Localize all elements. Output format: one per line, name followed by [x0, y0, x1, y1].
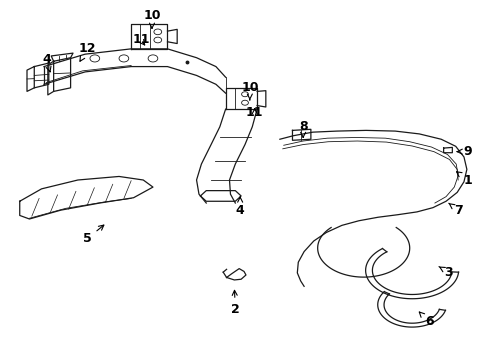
Text: 4: 4 [42, 53, 51, 72]
Text: 1: 1 [457, 172, 472, 186]
Text: 3: 3 [439, 266, 453, 279]
Text: 11: 11 [132, 33, 149, 46]
Text: 9: 9 [457, 145, 472, 158]
Text: 5: 5 [83, 225, 104, 245]
Text: 6: 6 [419, 312, 433, 328]
Text: 7: 7 [449, 203, 463, 217]
Text: 2: 2 [231, 291, 240, 316]
Text: 12: 12 [79, 42, 97, 61]
Text: 8: 8 [299, 120, 307, 137]
Text: 10: 10 [241, 81, 259, 100]
Text: 4: 4 [236, 197, 245, 217]
Text: 10: 10 [143, 9, 161, 28]
Text: 11: 11 [246, 106, 264, 119]
